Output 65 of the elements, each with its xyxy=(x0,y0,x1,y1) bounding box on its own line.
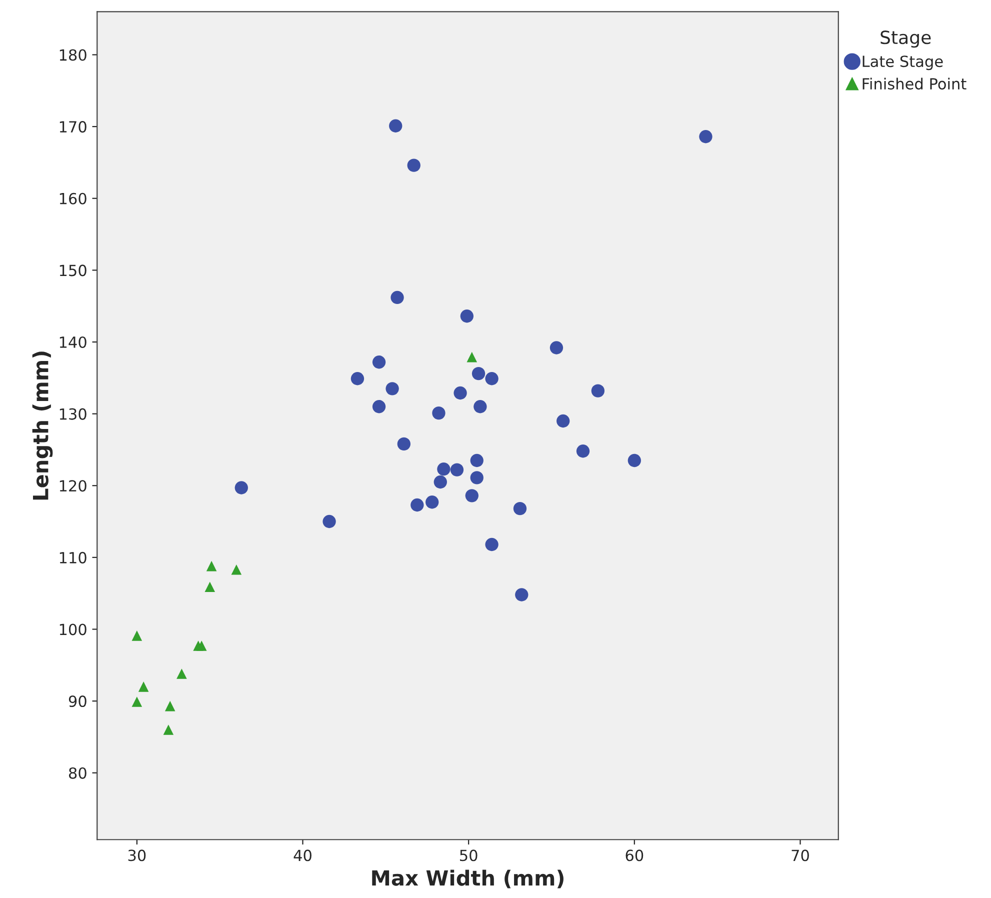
y-tick-label: 150 xyxy=(60,264,86,276)
point xyxy=(196,640,207,651)
point xyxy=(372,400,386,414)
point xyxy=(389,119,402,132)
y-tick-label: 130 xyxy=(60,408,86,420)
point xyxy=(231,564,242,575)
point xyxy=(206,560,217,572)
x-tick-label: 50 xyxy=(460,850,478,862)
point xyxy=(390,290,404,304)
point xyxy=(454,386,467,400)
point xyxy=(591,384,605,398)
point xyxy=(350,372,364,386)
x-axis-title: Max Width (mm) xyxy=(372,870,564,888)
point xyxy=(466,352,478,362)
point xyxy=(437,462,450,476)
x-tick-label: 30 xyxy=(128,850,146,862)
point xyxy=(426,496,439,509)
y-tick-label: 160 xyxy=(60,192,86,204)
point xyxy=(485,538,498,552)
y-tick-label: 110 xyxy=(60,552,86,564)
point xyxy=(576,444,590,458)
point xyxy=(410,498,424,512)
point xyxy=(132,630,142,641)
point xyxy=(474,400,487,414)
point xyxy=(513,502,527,516)
point xyxy=(322,514,336,528)
point xyxy=(699,130,712,144)
y-tick-label: 80 xyxy=(68,767,86,779)
point xyxy=(432,406,446,420)
point xyxy=(550,341,564,354)
x-tick-label: 70 xyxy=(792,850,809,862)
point xyxy=(234,481,248,494)
y-tick-label: 100 xyxy=(60,624,86,636)
point xyxy=(485,372,498,386)
x-tick-label: 40 xyxy=(294,850,312,862)
point xyxy=(434,475,447,489)
point xyxy=(465,489,478,502)
y-tick-label: 180 xyxy=(60,49,86,61)
point xyxy=(132,696,142,707)
point xyxy=(138,682,149,692)
y-tick-label: 120 xyxy=(60,480,86,492)
point xyxy=(628,454,641,468)
point xyxy=(450,463,464,476)
legend-label: Finished Point xyxy=(862,78,966,90)
point xyxy=(397,437,410,451)
point xyxy=(386,382,399,396)
point xyxy=(164,700,176,712)
point xyxy=(470,454,484,468)
point xyxy=(470,471,484,484)
y-tick-label: 90 xyxy=(68,696,86,708)
y-axis-title: Length (mm) xyxy=(32,352,53,500)
point xyxy=(460,310,474,323)
x-tick-label: 60 xyxy=(626,850,644,862)
point xyxy=(556,414,570,428)
point xyxy=(176,668,187,679)
legend-label: Late Stage xyxy=(862,56,943,70)
legend-title: Stage xyxy=(880,30,931,48)
point xyxy=(515,588,528,602)
y-tick-label: 140 xyxy=(60,336,86,348)
point xyxy=(163,724,174,735)
y-tick-label: 170 xyxy=(60,121,86,133)
point xyxy=(372,356,386,369)
point xyxy=(472,367,486,380)
point xyxy=(204,582,216,592)
point xyxy=(407,158,420,172)
